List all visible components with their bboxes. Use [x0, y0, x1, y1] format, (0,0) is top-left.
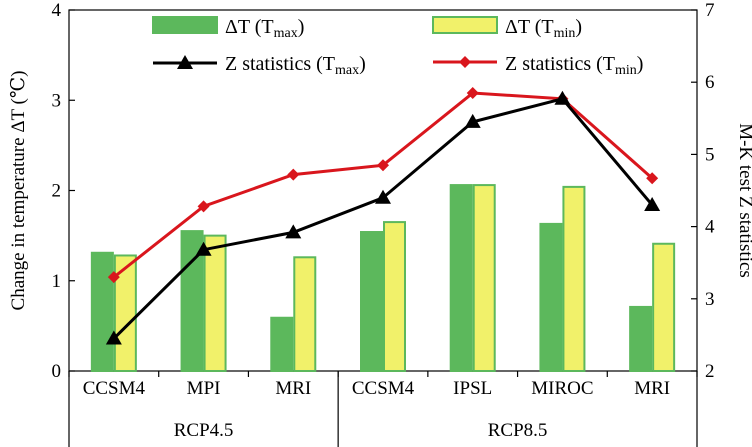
legend-label-tmin-bar: ΔT (Tmin) — [505, 16, 582, 41]
left-tick-label-4: 4 — [52, 0, 62, 21]
right-tick-label-7: 7 — [705, 0, 715, 21]
bar-tmax-6 — [629, 305, 653, 372]
legend-marker-zmin — [459, 56, 471, 68]
bar-tmax-2 — [270, 316, 294, 373]
bar-tmax-0 — [90, 251, 114, 373]
point-zmin-2 — [287, 168, 300, 181]
legend-swatch-tmin-bar — [432, 16, 498, 34]
bar-tmax-5 — [539, 222, 563, 372]
point-zmax-1 — [195, 241, 212, 256]
axes: 0 1 2 3 4 2 3 4 5 6 7 CCSM4 MPI MRI CCSM4 IPSL MIROC MRI R… — [8, 0, 752, 447]
point-zmax-3 — [375, 189, 391, 204]
right-tick-label-4: 4 — [705, 217, 715, 238]
left-tick-label-2: 2 — [52, 181, 62, 202]
right-tick-label-5: 5 — [705, 144, 715, 165]
left-tick-label-1: 1 — [52, 271, 62, 292]
right-tick-label-3: 3 — [705, 289, 715, 310]
category-label-3: CCSM4 — [352, 378, 415, 399]
point-zmin-0 — [107, 271, 120, 284]
right-tick-label-6: 6 — [705, 72, 715, 93]
right-tick-label-2: 2 — [705, 361, 715, 382]
left-axis-title: Change in temperature ΔT (℃) — [8, 71, 29, 311]
bar-tmin-6 — [652, 242, 676, 372]
bar-tmin-4 — [472, 184, 496, 372]
point-zmax-4 — [464, 113, 481, 128]
bar-tmax-3 — [360, 231, 383, 372]
bar-tmax-4 — [449, 184, 473, 372]
point-zmin-1 — [197, 200, 210, 213]
category-label-4: IPSL — [453, 378, 492, 399]
bar-tmin-5 — [562, 185, 586, 372]
category-label-5: MIROC — [531, 378, 593, 399]
right-axis-title: M-K test Z statistics — [735, 123, 752, 278]
left-tick-label-0: 0 — [52, 361, 62, 382]
category-label-1: MPI — [187, 378, 221, 399]
point-zmax-2 — [285, 224, 302, 239]
point-zmin-3 — [377, 159, 389, 172]
legend-label-zmax-line: Z statistics (Tmax) — [225, 53, 366, 78]
group-label-1: RCP8.5 — [488, 420, 548, 441]
legend-swatch-tmax-bar — [152, 16, 218, 34]
point-zmax-6 — [644, 196, 661, 211]
category-label-6: MRI — [634, 378, 670, 399]
bar-tmin-3 — [383, 221, 406, 372]
legend-label-tmax-bar: ΔT (Tmax) — [225, 16, 304, 41]
legend: ΔT (Tmax) ΔT (Tmin) Z statistics (Tmax) Z s… — [152, 16, 643, 78]
group-label-0: RCP4.5 — [174, 420, 234, 441]
lines — [105, 87, 661, 345]
point-zmin-6 — [646, 172, 659, 185]
left-tick-label-3: 3 — [52, 90, 62, 111]
category-label-2: MRI — [275, 378, 311, 399]
point-zmax-0 — [105, 330, 122, 345]
category-label-0: CCSM4 — [83, 378, 146, 399]
point-zmin-4 — [466, 87, 479, 100]
bar-tmin-1 — [203, 234, 227, 372]
legend-label-zmin-line: Z statistics (Tmin) — [505, 53, 643, 78]
bar-tmin-2 — [293, 256, 317, 372]
legend-marker-zmax — [177, 55, 193, 69]
bars — [90, 184, 676, 373]
point-zmax-5 — [554, 90, 571, 105]
